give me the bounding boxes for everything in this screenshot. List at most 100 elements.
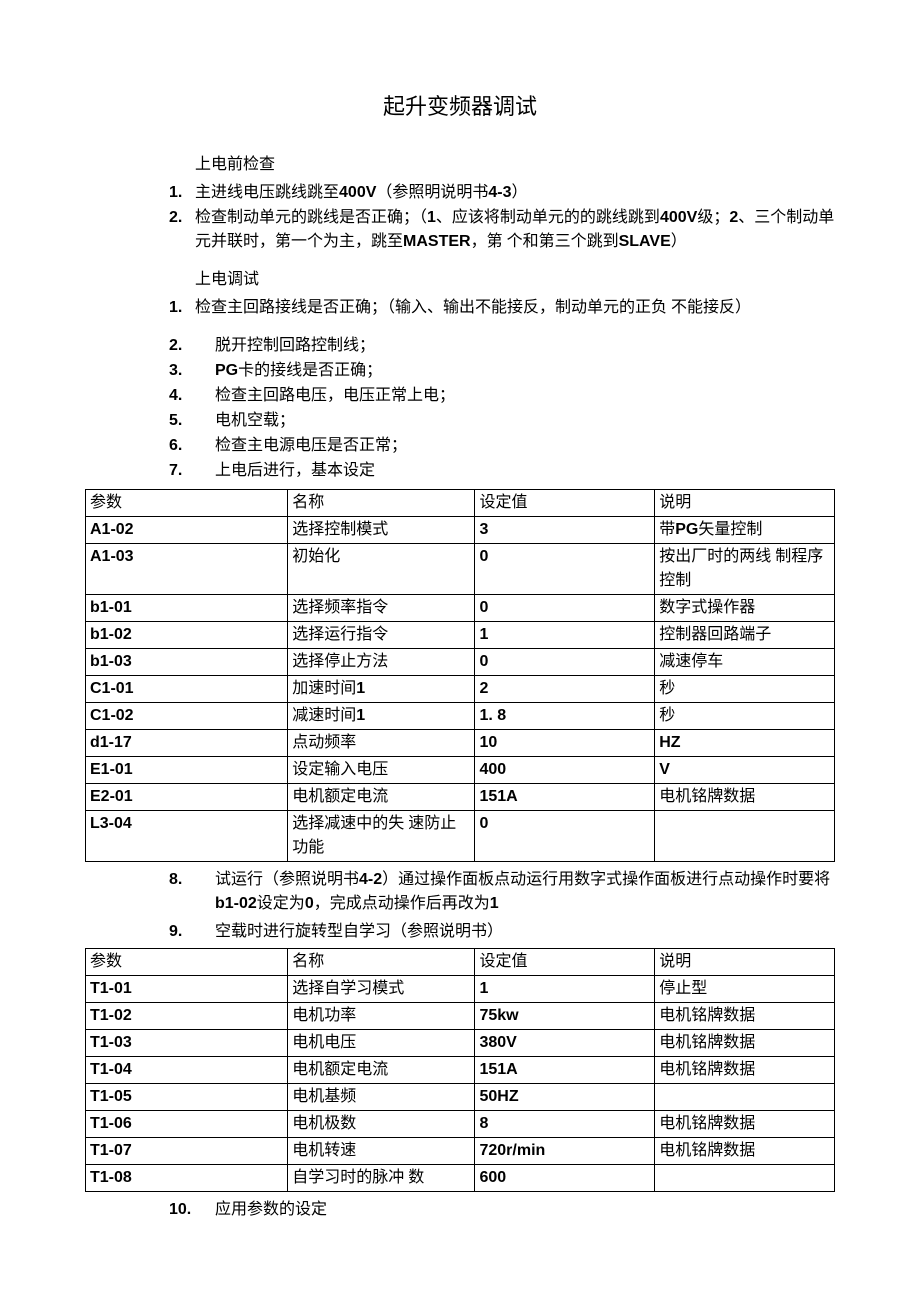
item-content: 试运行（参照说明书4-2）通过操作面板点动运行用数字式操作面板进行点动操作时要将… <box>215 868 835 916</box>
cell-desc: 秒 <box>655 676 835 703</box>
parameter-table-2: 参数 名称 设定值 说明 T1-01 选择自学习模式 1 停止型 T1-02 电… <box>85 948 835 1192</box>
cell-value: 75kw <box>475 1003 655 1030</box>
item-content: 检查主回路接线是否正确；（输入、输出不能接反，制动单元的正负 不能接反） <box>195 296 835 320</box>
cell-value: 600 <box>475 1165 655 1192</box>
cell-param: T1-07 <box>86 1138 288 1165</box>
cell-value: 0 <box>475 811 655 862</box>
cell-desc: 电机铭牌数据 <box>655 784 835 811</box>
cell-desc <box>655 1165 835 1192</box>
section2-heading: 上电调试 <box>195 268 835 292</box>
cell-param: T1-08 <box>86 1165 288 1192</box>
item-number: 4. <box>169 384 215 408</box>
table-row: E1-01 设定输入电压 400 V <box>86 757 835 784</box>
cell-name: 电机额定电流 <box>288 1057 475 1084</box>
header-value: 设定值 <box>475 490 655 517</box>
header-param: 参数 <box>86 490 288 517</box>
item-number: 6. <box>169 434 215 458</box>
item-number: 9. <box>169 920 215 944</box>
item-content: 应用参数的设定 <box>215 1198 327 1222</box>
cell-name: 设定输入电压 <box>288 757 475 784</box>
cell-desc: 电机铭牌数据 <box>655 1030 835 1057</box>
item-number: 7. <box>169 459 215 483</box>
item-content: 上电后进行，基本设定 <box>215 459 835 483</box>
table-row: T1-08 自学习时的脉冲 数 600 <box>86 1165 835 1192</box>
table-row: L3-04 选择减速中的失 速防止功能 0 <box>86 811 835 862</box>
cell-desc: 带PG矢量控制 <box>655 517 835 544</box>
section2-list-sub: 2. 脱开控制回路控制线； 3. PG卡的接线是否正确； 4. 检查主回路电压，… <box>169 334 835 483</box>
header-name: 名称 <box>288 490 475 517</box>
table-row: E2-01 电机额定电流 151A 电机铭牌数据 <box>86 784 835 811</box>
cell-param: L3-04 <box>86 811 288 862</box>
table-header-row: 参数 名称 设定值 说明 <box>86 949 835 976</box>
cell-desc: 电机铭牌数据 <box>655 1003 835 1030</box>
table-row: C1-01 加速时间1 2 秒 <box>86 676 835 703</box>
cell-param: T1-02 <box>86 1003 288 1030</box>
cell-param: T1-05 <box>86 1084 288 1111</box>
cell-value: 8 <box>475 1111 655 1138</box>
item-number: 1. <box>169 296 195 320</box>
item-content: 主进线电压跳线跳至400V（参照明说明书4-3） <box>195 181 835 205</box>
header-desc: 说明 <box>655 949 835 976</box>
item-number: 1. <box>169 181 195 205</box>
list-item: 5. 电机空载； <box>169 409 835 433</box>
cell-desc: 控制器回路端子 <box>655 622 835 649</box>
list-item: 6. 检查主电源电压是否正常； <box>169 434 835 458</box>
cell-value: 1. 8 <box>475 703 655 730</box>
cell-desc: V <box>655 757 835 784</box>
page-title: 起升变频器调试 <box>85 90 835 123</box>
cell-name: 电机功率 <box>288 1003 475 1030</box>
item-10: 10. 应用参数的设定 <box>169 1198 835 1222</box>
table-row: T1-06 电机极数 8 电机铭牌数据 <box>86 1111 835 1138</box>
header-name: 名称 <box>288 949 475 976</box>
table-header-row: 参数 名称 设定值 说明 <box>86 490 835 517</box>
cell-param: T1-04 <box>86 1057 288 1084</box>
cell-name: 电机电压 <box>288 1030 475 1057</box>
cell-name: 减速时间1 <box>288 703 475 730</box>
cell-desc: 按出厂时的两线 制程序控制 <box>655 544 835 595</box>
cell-value: 380V <box>475 1030 655 1057</box>
table-row: T1-07 电机转速 720r/min 电机铭牌数据 <box>86 1138 835 1165</box>
cell-name: 选择控制模式 <box>288 517 475 544</box>
cell-value: 0 <box>475 544 655 595</box>
cell-value: 151A <box>475 784 655 811</box>
table-row: T1-02 电机功率 75kw 电机铭牌数据 <box>86 1003 835 1030</box>
item-number: 8. <box>169 868 215 916</box>
cell-param: d1-17 <box>86 730 288 757</box>
item-content: 检查主电源电压是否正常； <box>215 434 835 458</box>
cell-param: E2-01 <box>86 784 288 811</box>
cell-param: b1-03 <box>86 649 288 676</box>
cell-name: 初始化 <box>288 544 475 595</box>
cell-value: 720r/min <box>475 1138 655 1165</box>
item-content: 检查制动单元的跳线是否正确；（1、应该将制动单元的的跳线跳到400V级；2、三个… <box>195 206 835 254</box>
item-content: 脱开控制回路控制线； <box>215 334 835 358</box>
cell-param: T1-06 <box>86 1111 288 1138</box>
cell-value: 0 <box>475 649 655 676</box>
header-value: 设定值 <box>475 949 655 976</box>
table-row: b1-03 选择停止方法 0 减速停车 <box>86 649 835 676</box>
cell-name: 选择运行指令 <box>288 622 475 649</box>
cell-param: C1-01 <box>86 676 288 703</box>
item-number: 3. <box>169 359 215 383</box>
list-item: 1. 主进线电压跳线跳至400V（参照明说明书4-3） <box>169 181 835 205</box>
cell-name: 选择减速中的失 速防止功能 <box>288 811 475 862</box>
item-8: 8. 试运行（参照说明书4-2）通过操作面板点动运行用数字式操作面板进行点动操作… <box>169 868 835 916</box>
section2-list-main: 1. 检查主回路接线是否正确；（输入、输出不能接反，制动单元的正负 不能接反） <box>169 296 835 320</box>
cell-param: E1-01 <box>86 757 288 784</box>
list-item: 2. 检查制动单元的跳线是否正确；（1、应该将制动单元的的跳线跳到400V级；2… <box>169 206 835 254</box>
table-row: T1-01 选择自学习模式 1 停止型 <box>86 976 835 1003</box>
cell-desc: 停止型 <box>655 976 835 1003</box>
cell-desc: 数字式操作器 <box>655 595 835 622</box>
table-row: A1-02 选择控制模式 3 带PG矢量控制 <box>86 517 835 544</box>
table-row: b1-02 选择运行指令 1 控制器回路端子 <box>86 622 835 649</box>
cell-desc: 电机铭牌数据 <box>655 1138 835 1165</box>
cell-name: 自学习时的脉冲 数 <box>288 1165 475 1192</box>
cell-name: 电机基频 <box>288 1084 475 1111</box>
cell-value: 10 <box>475 730 655 757</box>
cell-name: 电机极数 <box>288 1111 475 1138</box>
item-number: 10. <box>169 1198 215 1222</box>
cell-value: 2 <box>475 676 655 703</box>
table-row: A1-03 初始化 0 按出厂时的两线 制程序控制 <box>86 544 835 595</box>
cell-desc: 电机铭牌数据 <box>655 1057 835 1084</box>
cell-param: T1-03 <box>86 1030 288 1057</box>
cell-value: 0 <box>475 595 655 622</box>
